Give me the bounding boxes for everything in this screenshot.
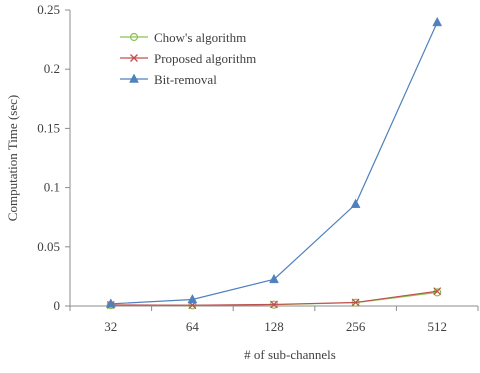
data-point: [105, 298, 116, 308]
x-tick-label: 512: [427, 319, 447, 334]
legend-item: Proposed algorithm: [120, 51, 256, 66]
data-point: [269, 273, 279, 284]
legend-item: Bit-removal: [120, 72, 217, 87]
y-tick-label: 0.2: [44, 61, 60, 76]
legend-marker: [130, 54, 138, 62]
legend-label: Proposed algorithm: [154, 51, 256, 66]
legend-marker: [129, 32, 139, 42]
y-tick-label: 0.1: [44, 180, 60, 195]
axes: 0 0.05 0.1 0.15 0.2 0.25 32 64 128 256 512: [37, 2, 479, 334]
data-point: [270, 300, 278, 309]
series-bit-removal: [105, 16, 443, 308]
legend-marker: [129, 73, 139, 83]
data-point: [433, 288, 442, 297]
x-tick-label: 32: [104, 319, 117, 334]
data-point: [351, 298, 360, 307]
legend-item: Chow's algorithm: [120, 30, 246, 45]
y-tick-label: 0.05: [37, 239, 60, 254]
x-tick-label: 256: [346, 319, 366, 334]
y-tick-label: 0.25: [37, 2, 60, 17]
data-point: [432, 16, 443, 27]
legend-label: Bit-removal: [154, 72, 217, 87]
data-point: [433, 287, 442, 296]
legend-label: Chow's algorithm: [154, 30, 246, 45]
x-axis-label: # of sub-channels: [244, 347, 336, 362]
y-axis-label: Computation Time (sec): [5, 95, 20, 221]
legend: Chow's algorithm Proposed algorithm Bit-re…: [120, 30, 256, 87]
data-point: [187, 293, 198, 304]
y-tick-label: 0.15: [37, 120, 60, 135]
series-layer: [105, 16, 443, 310]
series-proposed-algorithm: [106, 287, 442, 310]
series-line: [110, 290, 438, 306]
x-tick-label: 128: [264, 319, 284, 334]
y-tick-label: 0: [54, 298, 61, 313]
x-tick-label: 64: [186, 319, 200, 334]
series-line: [110, 291, 438, 306]
data-point: [350, 198, 361, 208]
